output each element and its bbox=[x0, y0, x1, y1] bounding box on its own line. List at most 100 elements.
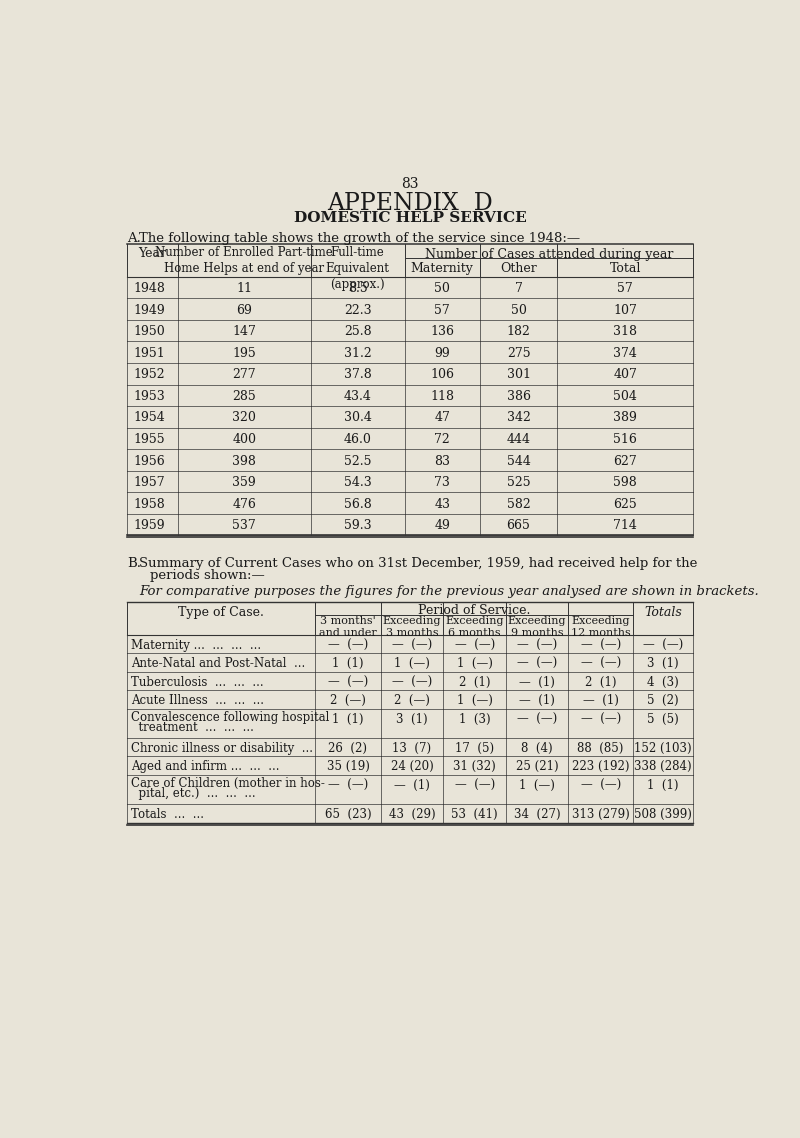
Text: 1  (1): 1 (1) bbox=[647, 778, 678, 792]
Text: 25 (21): 25 (21) bbox=[516, 760, 558, 773]
Text: 53  (41): 53 (41) bbox=[451, 808, 498, 820]
Text: 43: 43 bbox=[434, 497, 450, 511]
Text: 359: 359 bbox=[232, 476, 256, 489]
Text: Summary of Current Cases who on 31st December, 1959, had received help for the: Summary of Current Cases who on 31st Dec… bbox=[138, 556, 697, 570]
Text: Number of Cases attended during year: Number of Cases attended during year bbox=[425, 248, 673, 262]
Text: 342: 342 bbox=[506, 412, 530, 424]
Text: 2  (1): 2 (1) bbox=[459, 676, 490, 688]
Text: 1951: 1951 bbox=[134, 347, 165, 360]
Text: 22.3: 22.3 bbox=[344, 304, 371, 316]
Text: 88  (85): 88 (85) bbox=[578, 742, 624, 754]
Text: 31 (32): 31 (32) bbox=[454, 760, 496, 773]
Text: 136: 136 bbox=[430, 325, 454, 338]
Text: 3  (1): 3 (1) bbox=[647, 657, 679, 670]
Text: For comparative purposes the figures for the previous year analysed are shown in: For comparative purposes the figures for… bbox=[138, 585, 758, 597]
Text: 30.4: 30.4 bbox=[344, 412, 372, 424]
Text: —  (—): — (—) bbox=[581, 638, 621, 652]
Text: 504: 504 bbox=[613, 390, 637, 403]
Text: Care of Children (mother in hos-: Care of Children (mother in hos- bbox=[131, 777, 325, 790]
Text: 1959: 1959 bbox=[134, 519, 165, 533]
Text: 57: 57 bbox=[617, 282, 633, 295]
Text: Period of Service.: Period of Service. bbox=[418, 604, 530, 617]
Text: 34  (27): 34 (27) bbox=[514, 808, 561, 820]
Text: 147: 147 bbox=[232, 325, 256, 338]
Text: 525: 525 bbox=[506, 476, 530, 489]
Text: 516: 516 bbox=[613, 434, 637, 446]
Text: 69: 69 bbox=[236, 304, 252, 316]
Text: —  (1): — (1) bbox=[519, 676, 555, 688]
Text: 1949: 1949 bbox=[134, 304, 165, 316]
Text: 43  (29): 43 (29) bbox=[389, 808, 435, 820]
Text: 5  (5): 5 (5) bbox=[647, 712, 679, 726]
Text: 1  (3): 1 (3) bbox=[459, 712, 490, 726]
Text: A.: A. bbox=[127, 232, 141, 245]
Text: 50: 50 bbox=[510, 304, 526, 316]
Text: Convalescence following hospital: Convalescence following hospital bbox=[131, 711, 330, 724]
Text: 1950: 1950 bbox=[134, 325, 165, 338]
Text: 107: 107 bbox=[613, 304, 637, 316]
Text: 50: 50 bbox=[434, 282, 450, 295]
Text: 537: 537 bbox=[232, 519, 256, 533]
Text: —  (—): — (—) bbox=[328, 676, 368, 688]
Text: Maternity ...  ...  ...  ...: Maternity ... ... ... ... bbox=[131, 638, 261, 652]
Text: 714: 714 bbox=[613, 519, 637, 533]
Text: 47: 47 bbox=[434, 412, 450, 424]
Text: 320: 320 bbox=[232, 412, 256, 424]
Text: 195: 195 bbox=[232, 347, 256, 360]
Text: 11: 11 bbox=[236, 282, 252, 295]
Text: 31.2: 31.2 bbox=[344, 347, 371, 360]
Text: 598: 598 bbox=[613, 476, 637, 489]
Text: 508 (399): 508 (399) bbox=[634, 808, 692, 820]
Text: 627: 627 bbox=[613, 454, 637, 468]
Text: 83: 83 bbox=[402, 176, 418, 190]
Text: —  (—): — (—) bbox=[328, 638, 368, 652]
Text: 2  (1): 2 (1) bbox=[585, 676, 617, 688]
Text: —  (—): — (—) bbox=[581, 657, 621, 670]
Text: 25.8: 25.8 bbox=[344, 325, 371, 338]
Text: 338 (284): 338 (284) bbox=[634, 760, 692, 773]
Text: Full-time
Equivalent
(approx.): Full-time Equivalent (approx.) bbox=[326, 246, 390, 291]
Text: 118: 118 bbox=[430, 390, 454, 403]
Text: 59.3: 59.3 bbox=[344, 519, 371, 533]
Text: 1  (—): 1 (—) bbox=[457, 694, 493, 707]
Text: 3 months'
and under: 3 months' and under bbox=[319, 616, 377, 638]
Text: 83: 83 bbox=[434, 454, 450, 468]
Text: 46.0: 46.0 bbox=[344, 434, 372, 446]
Text: —  (—): — (—) bbox=[328, 778, 368, 792]
Text: —  (—): — (—) bbox=[517, 657, 558, 670]
Text: 8.5: 8.5 bbox=[348, 282, 367, 295]
Text: —  (—): — (—) bbox=[581, 778, 621, 792]
Text: B.: B. bbox=[127, 556, 141, 570]
Text: —  (1): — (1) bbox=[582, 694, 618, 707]
Text: 4  (3): 4 (3) bbox=[647, 676, 679, 688]
Text: Maternity: Maternity bbox=[410, 262, 474, 275]
Text: 5  (2): 5 (2) bbox=[647, 694, 679, 707]
Text: 1954: 1954 bbox=[134, 412, 165, 424]
Text: 544: 544 bbox=[506, 454, 530, 468]
Text: 277: 277 bbox=[232, 369, 256, 381]
Text: APPENDIX  D: APPENDIX D bbox=[327, 192, 493, 215]
Text: Number of Enrolled Part-time
Home Helps at end of year: Number of Enrolled Part-time Home Helps … bbox=[155, 246, 333, 275]
Text: 35 (19): 35 (19) bbox=[326, 760, 370, 773]
Text: 8  (4): 8 (4) bbox=[522, 742, 553, 754]
Text: —  (—): — (—) bbox=[454, 778, 495, 792]
Text: —  (—): — (—) bbox=[392, 676, 432, 688]
Text: 2  (—): 2 (—) bbox=[330, 694, 366, 707]
Text: Chronic illness or disability  ...: Chronic illness or disability ... bbox=[131, 742, 313, 754]
Text: 386: 386 bbox=[506, 390, 530, 403]
Text: 582: 582 bbox=[506, 497, 530, 511]
Text: pital, etc.)  ...  ...  ...: pital, etc.) ... ... ... bbox=[131, 787, 256, 800]
Text: 106: 106 bbox=[430, 369, 454, 381]
Text: 54.3: 54.3 bbox=[344, 476, 371, 489]
Text: 152 (103): 152 (103) bbox=[634, 742, 692, 754]
Text: 56.8: 56.8 bbox=[344, 497, 371, 511]
Text: 1956: 1956 bbox=[134, 454, 165, 468]
Text: 444: 444 bbox=[506, 434, 530, 446]
Text: Year: Year bbox=[138, 247, 166, 261]
Text: 1957: 1957 bbox=[134, 476, 165, 489]
Text: —  (—): — (—) bbox=[643, 638, 683, 652]
Text: 17  (5): 17 (5) bbox=[455, 742, 494, 754]
Text: —  (1): — (1) bbox=[519, 694, 555, 707]
Text: 301: 301 bbox=[506, 369, 530, 381]
Text: 26  (2): 26 (2) bbox=[329, 742, 367, 754]
